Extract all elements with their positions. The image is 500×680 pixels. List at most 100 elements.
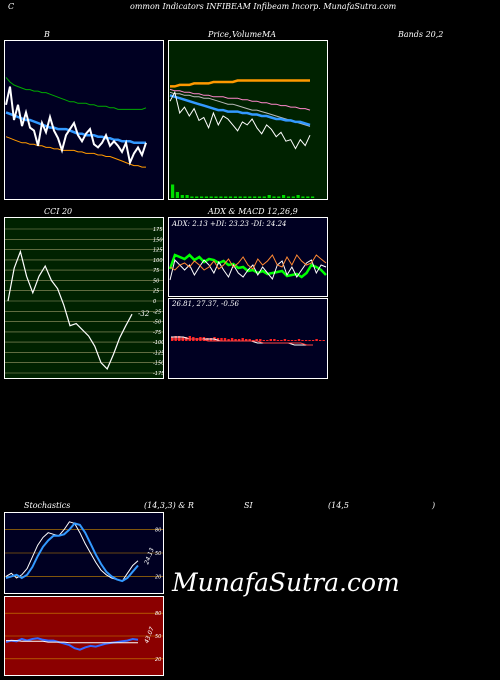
price-ma-bg — [168, 40, 328, 200]
macd-histogram-bar — [220, 338, 223, 341]
bollinger-middle-line — [5, 111, 146, 145]
volume-bar — [286, 196, 291, 198]
volume-bar — [306, 196, 310, 198]
volume-bar — [228, 196, 233, 198]
volume-bar — [171, 184, 175, 198]
stoch-label-a: Stochastics — [24, 501, 71, 510]
volume-label: Volume — [232, 30, 262, 39]
volume-bar — [296, 195, 300, 198]
volume-bar — [238, 196, 242, 198]
volume-bar — [219, 196, 223, 198]
macd-histogram-bar — [294, 340, 297, 341]
volume-bar — [267, 195, 271, 198]
macd-histogram-bar — [248, 339, 251, 341]
adx-chart — [168, 217, 328, 297]
cci-tick-label: -175 — [153, 371, 164, 377]
macd-histogram-bar — [280, 340, 283, 341]
bollinger-upper-line — [5, 77, 147, 110]
header-c-letter: C — [8, 2, 15, 11]
bollinger-chart — [4, 40, 164, 200]
macd-histogram-bar — [223, 338, 227, 341]
macd-histogram-bar — [227, 339, 230, 341]
macd-histogram-bar — [273, 339, 276, 341]
macd-histogram-bar — [308, 340, 311, 341]
watermark: MunafaSutra.com — [172, 568, 400, 597]
macd-readout: 26.81, 27.37, -0.56 — [172, 300, 239, 308]
volume-bar — [185, 195, 189, 198]
volume-bar — [272, 196, 276, 198]
rsi-tick-label: 80 — [155, 611, 161, 617]
cci-tick-label: 175 — [153, 227, 163, 233]
macd-histogram-bar — [290, 340, 294, 341]
stoch-d-line — [5, 522, 139, 583]
rsi-tick-label: 50 — [155, 634, 161, 640]
volume-bar — [175, 192, 179, 198]
macd-histogram-bar — [311, 340, 315, 341]
cci-tick-label: 75 — [153, 268, 159, 274]
volume-bar — [282, 195, 286, 198]
macd-histogram-bar — [319, 340, 322, 341]
cci-tick-label: 25 — [153, 289, 159, 295]
macd-signal-line — [171, 338, 313, 346]
price-ma-pink-line — [169, 88, 311, 111]
macd-histogram-bar — [276, 340, 280, 341]
macd-histogram-bar — [234, 339, 237, 341]
adx-adx-line — [168, 253, 327, 279]
volume-bar — [243, 196, 247, 198]
bands-label: Bands 20,2 — [398, 30, 444, 39]
price-ma-orange-line — [170, 79, 310, 88]
bollinger-price-line — [5, 86, 147, 166]
volume-bar — [204, 196, 208, 198]
cci-tick-label: -25 — [153, 309, 161, 315]
cci-tick-label: 0 — [153, 299, 156, 305]
macd-histogram-bar — [322, 340, 325, 341]
volume-bar — [195, 196, 199, 198]
header-title: ommon Indicators INFIBEAM Infibeam Incor… — [130, 2, 397, 11]
cci-tick-label: -50 — [153, 320, 161, 326]
stoch-tick-label: 80 — [155, 528, 161, 534]
stoch-label-d: (14,5 — [328, 501, 349, 510]
rsi-tick-label: 20 — [155, 657, 161, 663]
macd-chart — [168, 298, 328, 379]
cci-bg — [4, 217, 164, 379]
bb-label: B — [44, 30, 50, 39]
cci-line — [7, 249, 133, 370]
cci-tick-label: -125 — [153, 350, 164, 356]
ma-label: MA — [262, 30, 276, 39]
cci-tick-label: 125 — [153, 248, 163, 254]
macd-histogram-bar — [241, 338, 244, 341]
macd-histogram-bar — [301, 340, 304, 341]
cci-tick-label: -150 — [153, 361, 164, 367]
cci-tick-label: 100 — [153, 258, 163, 264]
macd-histogram-bar — [287, 340, 290, 341]
stoch-label-e: ) — [432, 501, 436, 510]
price-label: Price, — [208, 30, 232, 39]
volume-bar — [209, 196, 213, 198]
bollinger-lower-line — [5, 136, 146, 168]
adx-readout: ADX: 2.13 +DI: 23.23 -DI: 24.24 — [172, 220, 287, 228]
macd-histogram-bar — [283, 339, 287, 341]
stoch-tick-label: 20 — [155, 574, 161, 580]
rsi-rsi-line — [5, 637, 139, 651]
volume-bar — [277, 196, 281, 198]
macd-histogram-bar — [245, 339, 248, 341]
macd-histogram-bar — [216, 338, 220, 341]
price-price-line — [169, 90, 311, 150]
price-ma-chart — [168, 40, 328, 200]
volume-bar — [180, 195, 184, 198]
cci-value-label: -32 — [138, 310, 150, 318]
adx-macd-label: ADX & MACD 12,26,9 — [208, 207, 298, 216]
cci-tick-label: 150 — [153, 237, 163, 243]
volume-bar — [224, 196, 228, 198]
cci-tick-label: -75 — [153, 330, 161, 336]
cci-chart: 175 150 125 100 75 50 25 0 -25 -50 -75 -100 -125 -150… — [4, 217, 164, 379]
volume-bar — [214, 196, 218, 198]
cci-label: CCI 20 — [44, 207, 73, 216]
macd-histogram-bar — [255, 339, 258, 341]
macd-histogram-bar — [266, 340, 269, 341]
rsi-mid-line — [6, 640, 138, 644]
macd-histogram-bar — [259, 339, 262, 341]
price-ma-blue-line — [169, 94, 311, 127]
macd-histogram-bar — [262, 340, 265, 341]
macd-histogram-bar — [230, 338, 234, 341]
